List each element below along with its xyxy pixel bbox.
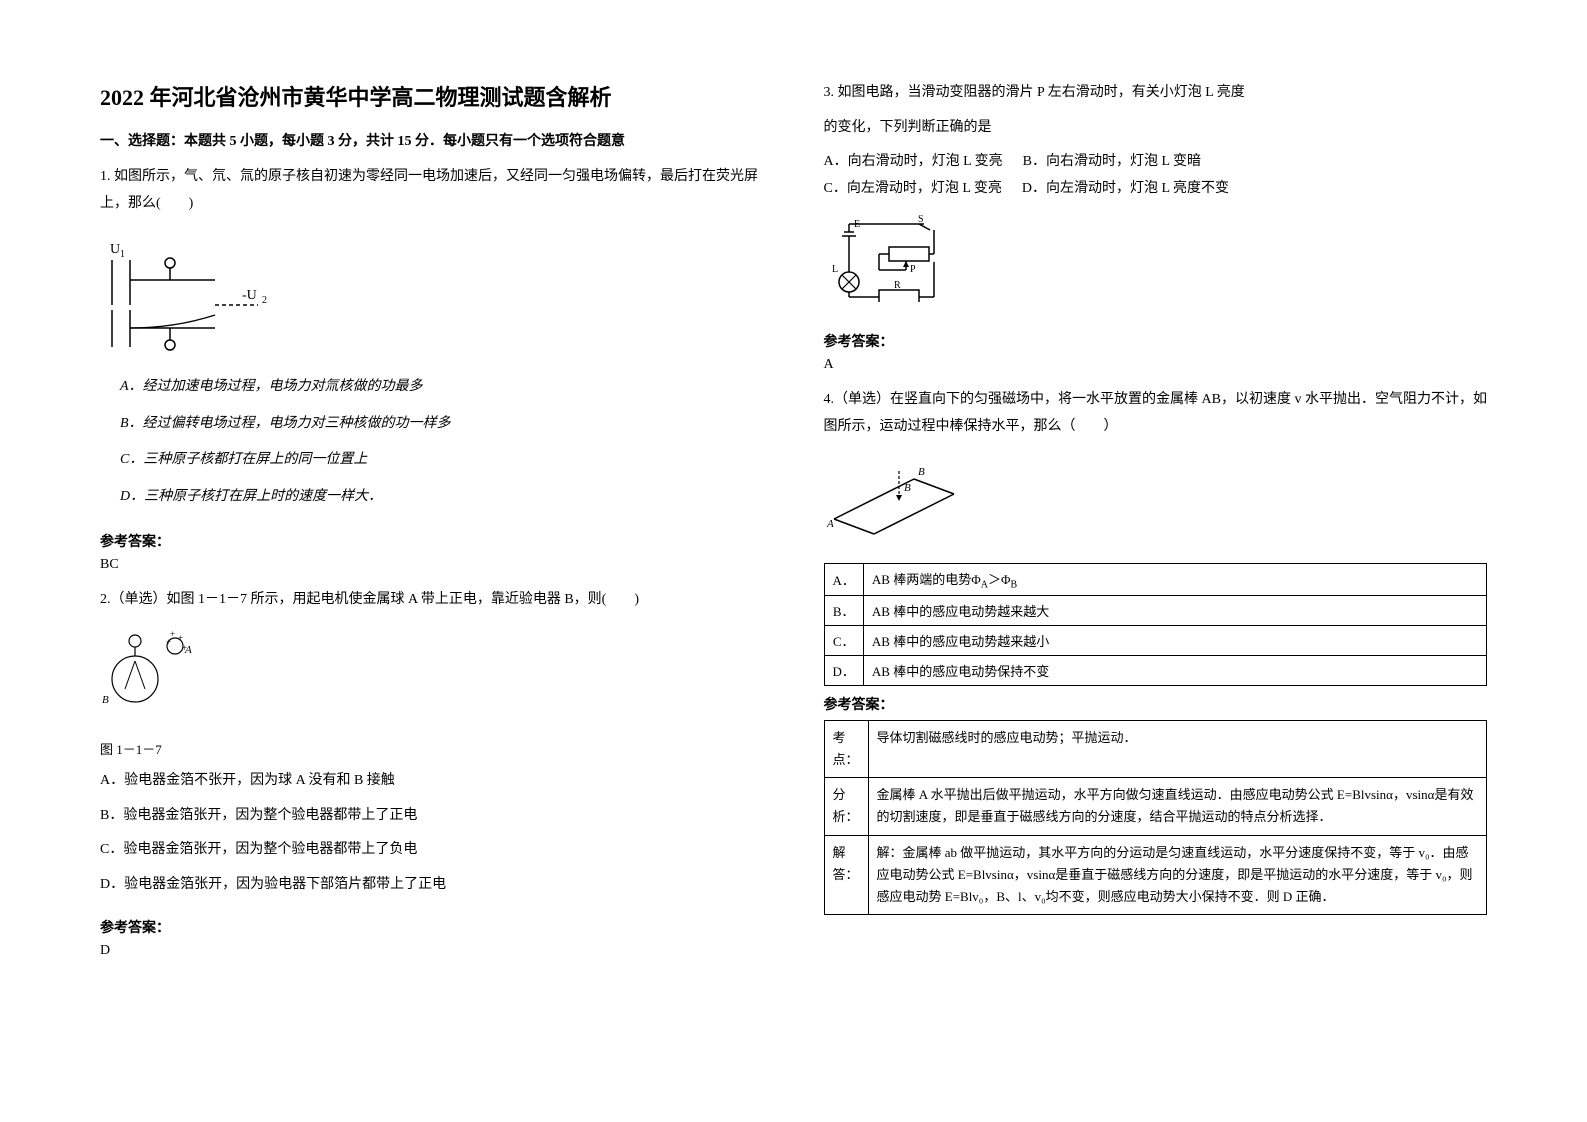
q1-optC: C．三种原子核都打在屏上的同一位置上: [120, 447, 764, 474]
q3-diagram: E S L R P: [824, 212, 1488, 307]
svg-text:L: L: [832, 264, 838, 275]
q3-row2: C．向左滑动时，灯泡 L 变亮 D．向左滑动时，灯泡 L 亮度不变: [824, 176, 1488, 203]
q3-optB: B．向右滑动时，灯泡 L 变暗: [1023, 149, 1201, 176]
section1-header: 一、选择题：本题共 5 小题，每小题 3 分，共计 15 分．每小题只有一个选项…: [100, 130, 764, 150]
left-column: 2022 年河北省沧州市黄华中学高二物理测试题含解析 一、选择题：本题共 5 小…: [100, 80, 764, 1082]
svg-text:B: B: [102, 694, 109, 706]
q3-row1: A．向右滑动时，灯泡 L 变亮 B．向右滑动时，灯泡 L 变暗: [824, 149, 1488, 176]
q2-optC: C．验电器金箔张开，因为整个验电器都带上了负电: [100, 837, 764, 864]
q1-text: 1. 如图所示，气、氘、氚的原子核自初速为零经同一电场加速后，又经同一匀强电场偏…: [100, 164, 764, 217]
svg-text:B: B: [904, 482, 911, 494]
q2-answer: D: [100, 943, 764, 959]
q2-optA: A．验电器金箔不张开，因为球 A 没有和 B 接触: [100, 768, 764, 795]
q3-optC: C．向左滑动时，灯泡 L 变亮: [824, 176, 1002, 203]
q3-optA: A．向右滑动时，灯泡 L 变亮: [824, 149, 1003, 176]
q4-analysis-table: 考点： 导体切割磁感线时的感应电动势；平抛运动． 分析： 金属棒 A 水平抛出后…: [824, 720, 1488, 915]
q4-optA: AB 棒两端的电势ΦA＞ΦB: [863, 563, 1486, 596]
page-title: 2022 年河北省沧州市黄华中学高二物理测试题含解析: [100, 80, 764, 112]
q4-optC-label: C．: [824, 626, 863, 656]
q4-optA-label: A．: [824, 563, 863, 596]
q1-diagram: U 1 -U 2: [100, 235, 764, 360]
q4-optD-label: D．: [824, 656, 863, 686]
svg-text:U: U: [110, 242, 120, 257]
svg-text:2: 2: [262, 295, 267, 306]
q4-text: 4.（单选）在竖直向下的匀强磁场中，将一水平放置的金属棒 AB，以初速度 v 水…: [824, 387, 1488, 440]
q4-row1-label: 考点：: [824, 721, 868, 778]
svg-text:A: A: [826, 518, 834, 530]
q1-optD: D．三种原子核打在屏上时的速度一样大．: [120, 484, 764, 511]
q2-fig-label: 图 1－1－7: [100, 739, 764, 758]
svg-text:S: S: [918, 214, 924, 225]
q4-row2: 金属棒 A 水平抛出后做平抛运动，水平方向做匀速直线运动．由感应电动势公式 E=…: [868, 778, 1487, 835]
q2-optD: D．验电器金箔张开，因为验电器下部箔片都带上了正电: [100, 872, 764, 899]
q1-answer-label: 参考答案：: [100, 531, 764, 551]
q2-diagram: B A + + + +: [100, 631, 764, 721]
q2-answer-label: 参考答案：: [100, 917, 764, 937]
q3-answer-label: 参考答案：: [824, 331, 1488, 351]
q4-option-table: A． AB 棒两端的电势ΦA＞ΦB B． AB 棒中的感应电动势越来越大 C． …: [824, 563, 1488, 687]
svg-text:+: +: [182, 643, 187, 653]
q4-row3: 解：金属棒 ab 做平抛运动，其水平方向的分运动是匀速直线运动，水平分速度保持不…: [868, 835, 1487, 914]
q1-answer: BC: [100, 557, 764, 573]
svg-text:+: +: [166, 637, 171, 647]
q3-text2: 的变化，下列判断正确的是: [824, 115, 1488, 142]
q3-optD: D．向左滑动时，灯泡 L 亮度不变: [1022, 176, 1229, 203]
q2-text: 2.（单选）如图 1－1－7 所示，用起电机使金属球 A 带上正电，靠近验电器 …: [100, 587, 764, 614]
q4-row2-label: 分析：: [824, 778, 868, 835]
svg-text:B: B: [918, 466, 925, 478]
q4-optC: AB 棒中的感应电动势越来越小: [863, 626, 1486, 656]
svg-text:-U: -U: [242, 288, 257, 303]
q1-optB: B．经过偏转电场过程，电场力对三种核做的功一样多: [120, 411, 764, 438]
svg-text:P: P: [910, 264, 916, 275]
q4-optD: AB 棒中的感应电动势保持不变: [863, 656, 1486, 686]
svg-text:1: 1: [120, 249, 125, 260]
q3-text1: 3. 如图电路，当滑动变阻器的滑片 P 左右滑动时，有关小灯泡 L 亮度: [824, 80, 1488, 107]
q4-row3-label: 解答：: [824, 835, 868, 914]
q4-answer-label: 参考答案：: [824, 694, 1488, 714]
q3-answer: A: [824, 357, 1488, 373]
q1-optA: A．经过加速电场过程，电场力对氚核做的功最多: [120, 374, 764, 401]
q4-row1: 导体切割磁感线时的感应电动势；平抛运动．: [868, 721, 1487, 778]
q4-optB: AB 棒中的感应电动势越来越大: [863, 596, 1486, 626]
q4-diagram: B B A: [824, 459, 1488, 549]
svg-text:R: R: [894, 280, 901, 291]
q4-optB-label: B．: [824, 596, 863, 626]
q2-optB: B．验电器金箔张开，因为整个验电器都带上了正电: [100, 803, 764, 830]
svg-text:+: +: [178, 633, 183, 643]
right-column: 3. 如图电路，当滑动变阻器的滑片 P 左右滑动时，有关小灯泡 L 亮度 的变化…: [824, 80, 1488, 1082]
